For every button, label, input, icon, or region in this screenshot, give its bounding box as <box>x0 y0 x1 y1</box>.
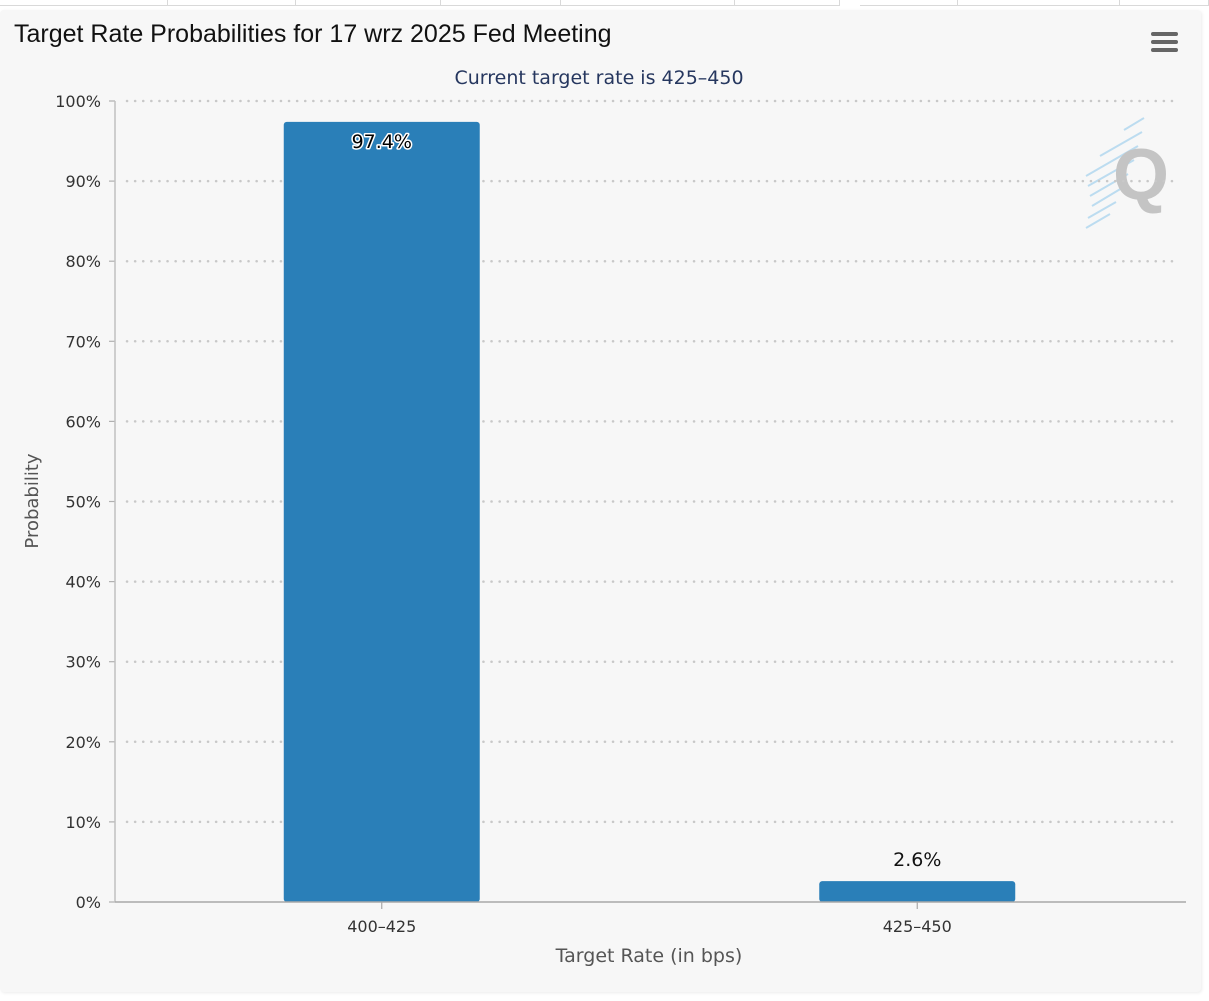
x-tick-label: 400–425 <box>347 917 416 936</box>
top-tab-segment <box>561 0 735 6</box>
top-tab-segment <box>441 0 561 6</box>
y-tick-label: 90% <box>65 172 101 191</box>
y-tick-label: 100% <box>55 92 101 111</box>
watermark-logo: Q <box>1085 117 1169 229</box>
top-tab-segment <box>0 0 168 6</box>
y-tick-label: 60% <box>65 412 101 431</box>
chart-menu-button[interactable] <box>1149 30 1181 56</box>
grid-layer <box>109 99 1182 903</box>
bar[interactable] <box>819 881 1016 902</box>
chart-subtitle: Current target rate is 425–450 <box>454 67 743 89</box>
y-axis-title: Probability <box>22 453 43 548</box>
top-tab-strip <box>0 0 1209 8</box>
hamburger-menu-icon <box>1151 32 1178 36</box>
bar-layer <box>283 121 1016 903</box>
x-axis-title: Target Rate (in bps) <box>555 945 743 967</box>
y-tick-label: 10% <box>65 813 101 832</box>
y-tick-label: 40% <box>65 573 101 592</box>
hamburger-menu-icon-line <box>1151 40 1178 44</box>
top-tab-segment <box>860 0 958 6</box>
data-label: 97.4% <box>352 131 412 153</box>
data-label: 2.6% <box>893 849 941 871</box>
top-tab-segment <box>958 0 1120 6</box>
top-tab-segment <box>296 0 441 6</box>
y-tick-label: 20% <box>65 733 101 752</box>
top-tab-segment <box>735 0 840 6</box>
y-tick-label: 70% <box>65 332 101 351</box>
y-tick-label: 80% <box>65 252 101 271</box>
watermark-logo-letter: Q <box>1113 135 1169 215</box>
y-tick-label: 30% <box>65 653 101 672</box>
hamburger-menu-icon-line <box>1151 48 1178 52</box>
y-tick-label: 50% <box>65 493 101 512</box>
label-layer: 0% 10% 20% 30% 40% 50% 60% 70% 80% 90% 100% 400–425… <box>55 92 952 936</box>
bar[interactable] <box>283 121 480 903</box>
top-tab-segment <box>168 0 296 6</box>
y-tick-label: 0% <box>76 893 101 912</box>
axis-layer <box>114 101 1186 903</box>
x-tick-label: 425–450 <box>883 917 952 936</box>
chart-title: Target Rate Probabilities for 17 wrz 202… <box>14 20 612 48</box>
